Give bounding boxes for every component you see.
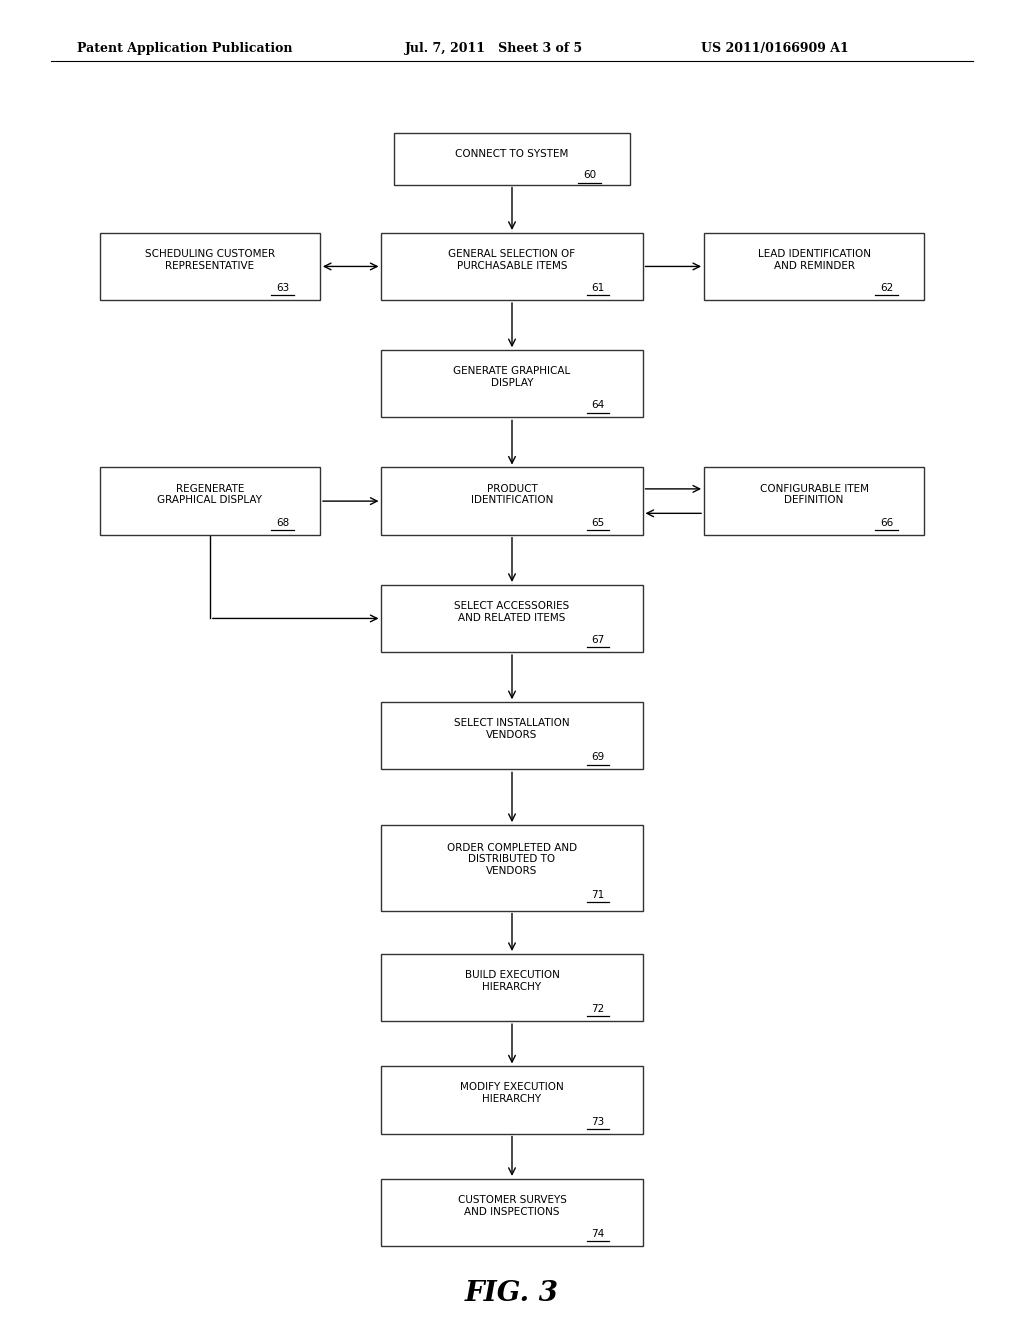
Bar <box>705 467 924 535</box>
Text: GENERATE GRAPHICAL
DISPLAY: GENERATE GRAPHICAL DISPLAY <box>454 366 570 388</box>
Text: SCHEDULING CUSTOMER
REPRESENTATIVE: SCHEDULING CUSTOMER REPRESENTATIVE <box>144 249 275 271</box>
Bar <box>381 702 643 770</box>
Bar <box>381 232 643 300</box>
Text: 61: 61 <box>592 282 605 293</box>
Text: BUILD EXECUTION
HIERARCHY: BUILD EXECUTION HIERARCHY <box>465 970 559 991</box>
Text: FIG. 3: FIG. 3 <box>465 1279 559 1307</box>
Text: 65: 65 <box>592 517 605 528</box>
Text: 63: 63 <box>275 282 289 293</box>
Bar <box>381 954 643 1022</box>
Text: SELECT ACCESSORIES
AND RELATED ITEMS: SELECT ACCESSORIES AND RELATED ITEMS <box>455 601 569 623</box>
Text: CONNECT TO SYSTEM: CONNECT TO SYSTEM <box>456 149 568 158</box>
Text: MODIFY EXECUTION
HIERARCHY: MODIFY EXECUTION HIERARCHY <box>460 1082 564 1104</box>
Bar <box>705 232 924 300</box>
Text: SELECT INSTALLATION
VENDORS: SELECT INSTALLATION VENDORS <box>455 718 569 739</box>
Bar <box>394 133 630 185</box>
Text: Patent Application Publication: Patent Application Publication <box>77 42 292 55</box>
Text: 71: 71 <box>592 890 605 900</box>
Text: LEAD IDENTIFICATION
AND REMINDER: LEAD IDENTIFICATION AND REMINDER <box>758 249 870 271</box>
Text: PRODUCT
IDENTIFICATION: PRODUCT IDENTIFICATION <box>471 483 553 506</box>
Text: 73: 73 <box>592 1117 605 1126</box>
Text: 74: 74 <box>592 1229 605 1239</box>
Bar <box>99 467 319 535</box>
Text: ORDER COMPLETED AND
DISTRIBUTED TO
VENDORS: ORDER COMPLETED AND DISTRIBUTED TO VENDO… <box>446 842 578 876</box>
Text: GENERAL SELECTION OF
PURCHASABLE ITEMS: GENERAL SELECTION OF PURCHASABLE ITEMS <box>449 249 575 271</box>
Text: 62: 62 <box>880 282 893 293</box>
Text: US 2011/0166909 A1: US 2011/0166909 A1 <box>701 42 849 55</box>
Bar <box>99 232 319 300</box>
Bar <box>381 1067 643 1134</box>
Text: 66: 66 <box>880 517 893 528</box>
Text: REGENERATE
GRAPHICAL DISPLAY: REGENERATE GRAPHICAL DISPLAY <box>158 483 262 506</box>
Text: Jul. 7, 2011   Sheet 3 of 5: Jul. 7, 2011 Sheet 3 of 5 <box>404 42 583 55</box>
Text: CUSTOMER SURVEYS
AND INSPECTIONS: CUSTOMER SURVEYS AND INSPECTIONS <box>458 1195 566 1217</box>
Text: CONFIGURABLE ITEM
DEFINITION: CONFIGURABLE ITEM DEFINITION <box>760 483 868 506</box>
Text: 60: 60 <box>583 170 596 181</box>
Bar <box>381 350 643 417</box>
Text: 69: 69 <box>592 752 605 762</box>
Bar <box>381 585 643 652</box>
Bar <box>381 1179 643 1246</box>
Text: 72: 72 <box>592 1005 605 1014</box>
Bar <box>381 467 643 535</box>
Text: 64: 64 <box>592 400 605 411</box>
Text: 67: 67 <box>592 635 605 645</box>
Bar <box>381 825 643 911</box>
Text: 68: 68 <box>275 517 289 528</box>
